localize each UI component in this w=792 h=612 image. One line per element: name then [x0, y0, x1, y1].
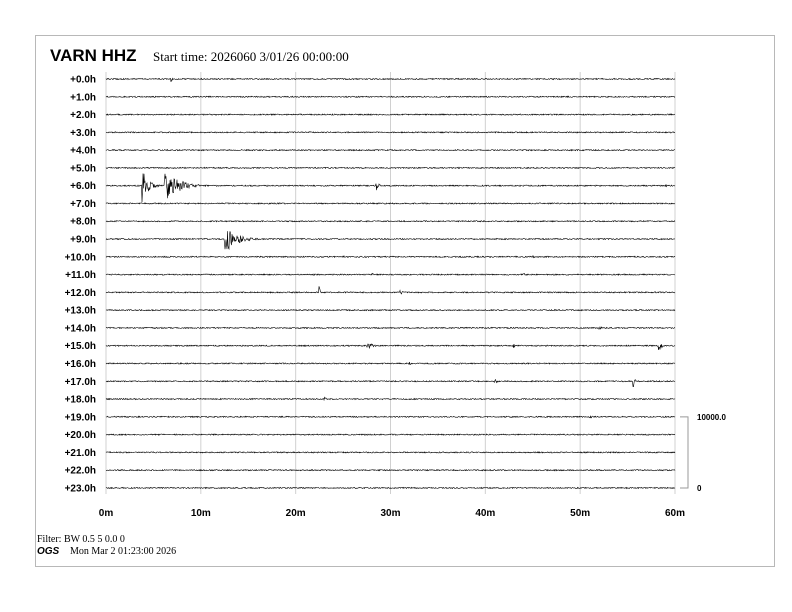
seismic-trace — [105, 202, 676, 205]
plot-frame — [35, 35, 775, 567]
row-label: +11.0h — [65, 270, 96, 281]
row-label: +4.0h — [70, 146, 96, 157]
x-tick-label: 40m — [475, 508, 495, 519]
seismic-trace — [105, 361, 676, 365]
seismic-trace — [105, 77, 676, 83]
seismic-trace — [105, 433, 676, 436]
x-tick-label: 50m — [570, 508, 590, 519]
seismic-trace — [105, 173, 676, 203]
row-label: +14.0h — [65, 323, 96, 334]
row-label: +9.0h — [70, 235, 96, 246]
seismic-trace — [105, 166, 676, 170]
seismic-trace — [105, 468, 676, 472]
row-label: +19.0h — [65, 412, 96, 423]
row-label: +15.0h — [65, 341, 96, 352]
row-label: +8.0h — [70, 217, 96, 228]
row-label: +10.0h — [65, 252, 96, 263]
row-label: +1.0h — [70, 92, 96, 103]
organization-logo: OGS — [37, 546, 60, 557]
x-tick-label: 30m — [380, 508, 400, 519]
generated-time: Mon Mar 2 01:23:00 2026 — [70, 546, 177, 557]
row-label: +18.0h — [65, 395, 96, 406]
x-tick-label: 0m — [99, 508, 114, 519]
row-label: +13.0h — [65, 306, 96, 317]
row-label: +20.0h — [65, 430, 96, 441]
seismic-trace — [105, 131, 676, 134]
seismic-trace — [105, 113, 676, 116]
seismic-trace — [105, 486, 676, 490]
row-label: +3.0h — [70, 128, 96, 139]
row-label: +23.0h — [65, 483, 96, 494]
seismic-trace — [105, 451, 676, 454]
seismic-trace — [105, 272, 676, 276]
x-tick-label: 20m — [286, 508, 306, 519]
seismic-trace — [105, 326, 676, 330]
scale-label-max: 10000.0 — [697, 413, 726, 422]
seismic-trace — [105, 415, 676, 419]
seismic-trace — [105, 255, 676, 259]
seismic-trace — [105, 231, 675, 250]
row-label: +6.0h — [70, 181, 96, 192]
seismic-trace — [105, 308, 676, 312]
start-time: Start time: 2026060 3/01/26 00:00:00 — [153, 49, 349, 64]
row-label: +16.0h — [65, 359, 96, 370]
seismic-trace — [105, 378, 676, 388]
x-tick-label: 60m — [665, 508, 685, 519]
filter-info: Filter: BW 0.5 5 0.0 0 — [37, 534, 125, 545]
seismic-trace — [105, 219, 676, 223]
amplitude-scale-bar — [680, 416, 689, 489]
seismic-trace — [105, 95, 676, 99]
row-label: +22.0h — [65, 466, 96, 477]
row-label: +5.0h — [70, 163, 96, 174]
x-tick-label: 10m — [191, 508, 211, 519]
row-label: +12.0h — [65, 288, 96, 299]
seismic-trace — [105, 343, 676, 350]
row-label: +7.0h — [70, 199, 96, 210]
station-title: VARN HHZ — [50, 46, 137, 65]
row-label: +0.0h — [70, 75, 96, 86]
row-label: +17.0h — [65, 377, 96, 388]
scale-label-min: 0 — [697, 484, 702, 493]
seismic-trace — [105, 286, 676, 295]
seismic-trace — [105, 396, 676, 402]
row-label: +21.0h — [65, 448, 96, 459]
seismic-trace — [105, 148, 676, 152]
row-label: +2.0h — [70, 110, 96, 121]
